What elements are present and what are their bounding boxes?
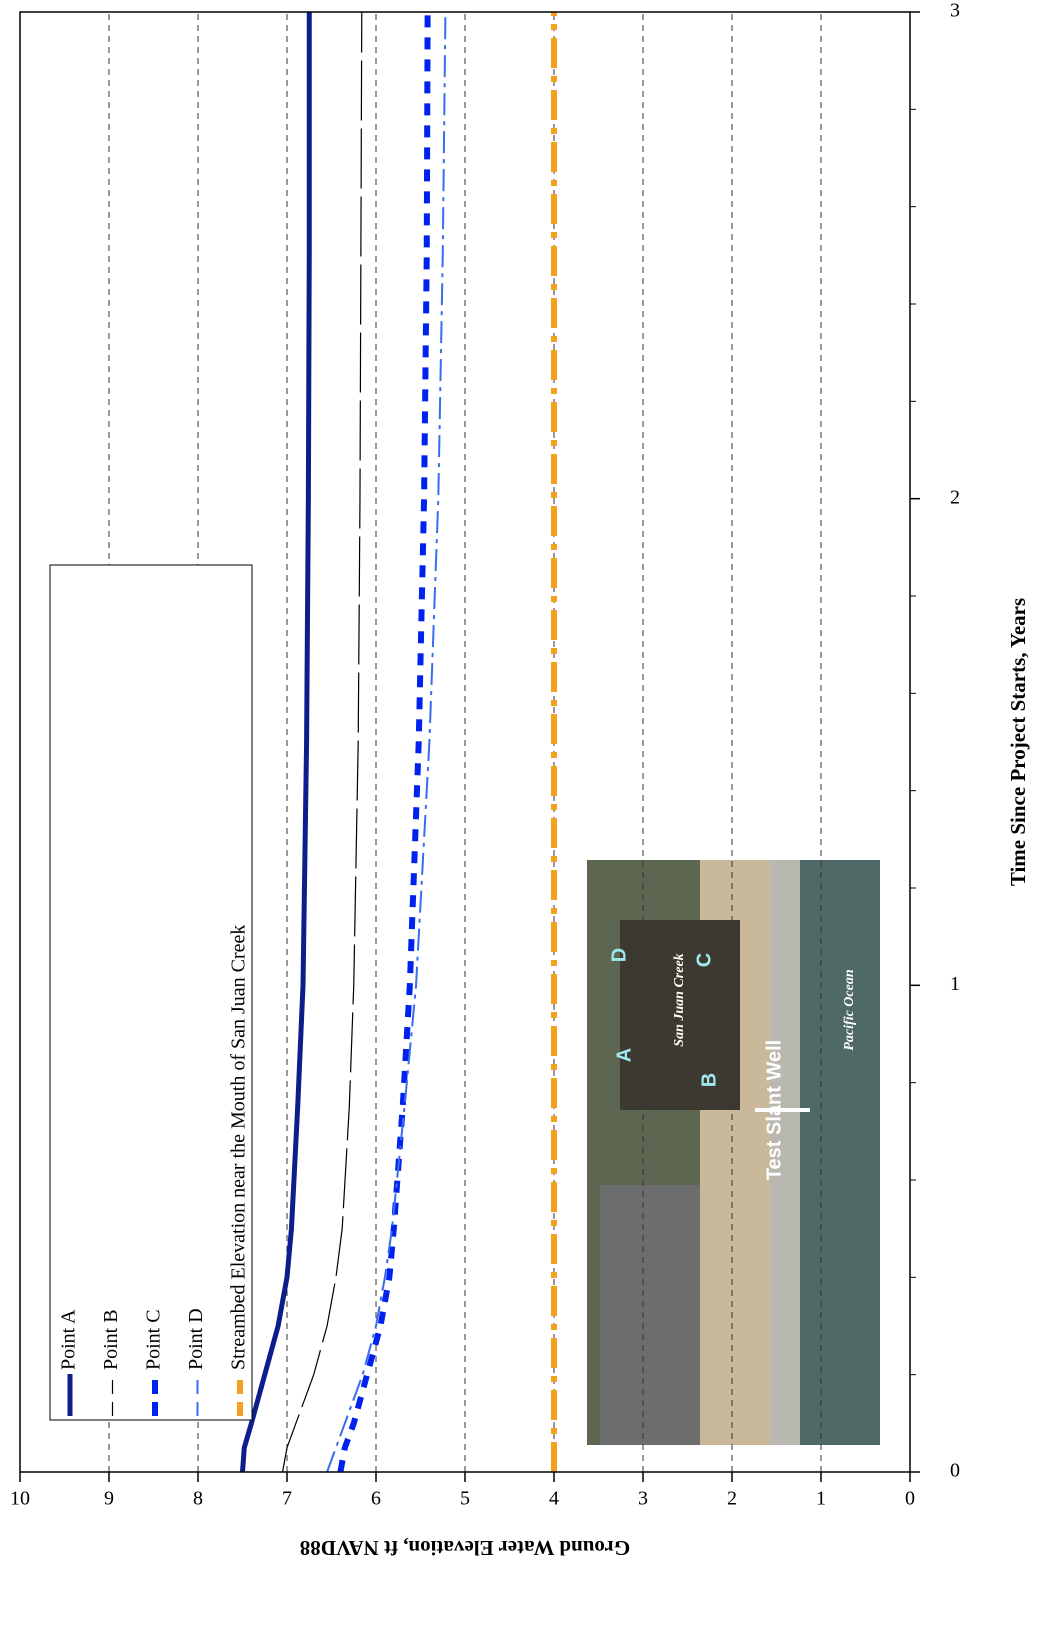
- x-axis-label: Time Since Project Starts, Years: [1006, 598, 1030, 886]
- page: {"chart_data": {"type": "line", "xlabel"…: [0, 0, 1044, 1626]
- y-tick-label: 0: [905, 1488, 915, 1510]
- y-tick-label: 8: [193, 1488, 203, 1510]
- inset-label: D: [608, 948, 630, 962]
- y-tick-label: 7: [282, 1488, 292, 1510]
- x-tick-label: 3: [950, 0, 960, 22]
- inset-photo: [587, 860, 880, 1445]
- inset-label: San Juan Creek: [672, 953, 687, 1046]
- y-tick-label: 2: [727, 1488, 737, 1510]
- series-line: [327, 12, 445, 1472]
- legend-box: [50, 565, 252, 1420]
- y-tick-label: 9: [104, 1488, 114, 1510]
- legend-label: Streambed Elevation near the Mouth of Sa…: [228, 925, 250, 1370]
- chart: 0 1 2 3 4 5 6 7 8 9 10 0 1 2 3 Point A Point B Point C Poi…: [0, 0, 1044, 1626]
- x-tick-label: 0: [950, 1460, 960, 1482]
- y-tick-label: 1: [816, 1488, 826, 1510]
- y-tick-label: 5: [460, 1488, 470, 1510]
- photo-parking: [600, 1185, 710, 1445]
- legend-label: Point C: [143, 1309, 165, 1370]
- inset-label: A: [613, 1048, 635, 1062]
- inset-label: Pacific Ocean: [842, 969, 857, 1050]
- y-axis-label: Ground Water Elevation, ft NAVD88: [300, 1536, 630, 1560]
- inset-label: C: [693, 953, 715, 967]
- inset-label: Test Slant Well: [763, 1040, 785, 1180]
- series-line: [340, 12, 427, 1472]
- rotated-chart: 0 1 2 3 4 5 6 7 8 9 10 0 1 2 3 Point A Point B Point C Poi…: [10, 0, 1030, 1560]
- x-tick-label: 1: [950, 973, 960, 995]
- series-line: [283, 12, 362, 1472]
- x-tick-label: 2: [950, 486, 960, 508]
- series-line: [243, 12, 310, 1472]
- y-tick-label: 10: [10, 1488, 30, 1510]
- legend-label: Point B: [100, 1309, 122, 1370]
- inset-label: B: [698, 1073, 720, 1087]
- y-tick-label: 4: [549, 1488, 559, 1510]
- y-tick-label: 3: [638, 1488, 648, 1510]
- legend-label: Point D: [185, 1308, 207, 1370]
- legend-label: Point A: [58, 1309, 80, 1370]
- y-tick-label: 6: [371, 1488, 381, 1510]
